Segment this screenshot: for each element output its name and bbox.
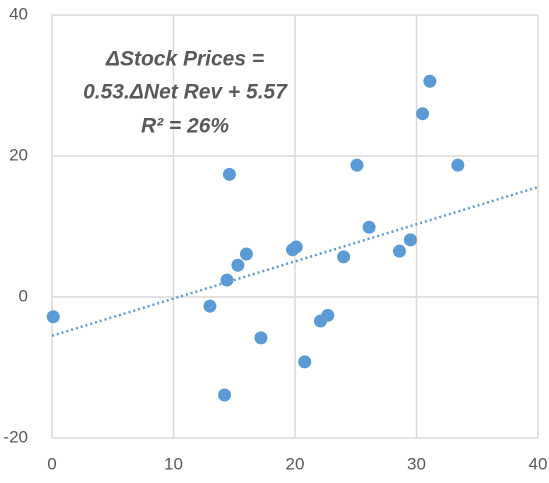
point [231, 258, 245, 272]
point [392, 244, 406, 258]
point [218, 388, 232, 402]
annotation: R² = 26% [141, 115, 229, 138]
x-tick-label: 10 [164, 454, 183, 473]
y-tick-label: -20 [3, 427, 28, 446]
point [239, 247, 253, 261]
point [289, 240, 303, 254]
annotation: 0.53.ΔNet Rev + 5.57 [83, 81, 288, 104]
point [254, 331, 268, 345]
point [416, 107, 430, 121]
point [321, 308, 335, 322]
point [423, 74, 437, 88]
point [403, 233, 417, 247]
y-tick-label: 0 [19, 286, 28, 305]
annotation: ΔStock Prices = [105, 48, 264, 71]
point [298, 355, 312, 369]
point [203, 299, 217, 313]
point [362, 220, 376, 234]
point [337, 250, 351, 264]
x-tick-label: 0 [47, 454, 56, 473]
x-tick-label: 20 [286, 454, 305, 473]
y-tick-label: 20 [9, 145, 28, 164]
point [451, 158, 465, 172]
point [350, 158, 364, 172]
x-tick-label: 40 [529, 454, 548, 473]
point [222, 167, 236, 181]
y-tick-label: 40 [9, 4, 28, 23]
point [46, 310, 60, 324]
point [220, 273, 234, 287]
x-tick-label: 30 [407, 454, 426, 473]
